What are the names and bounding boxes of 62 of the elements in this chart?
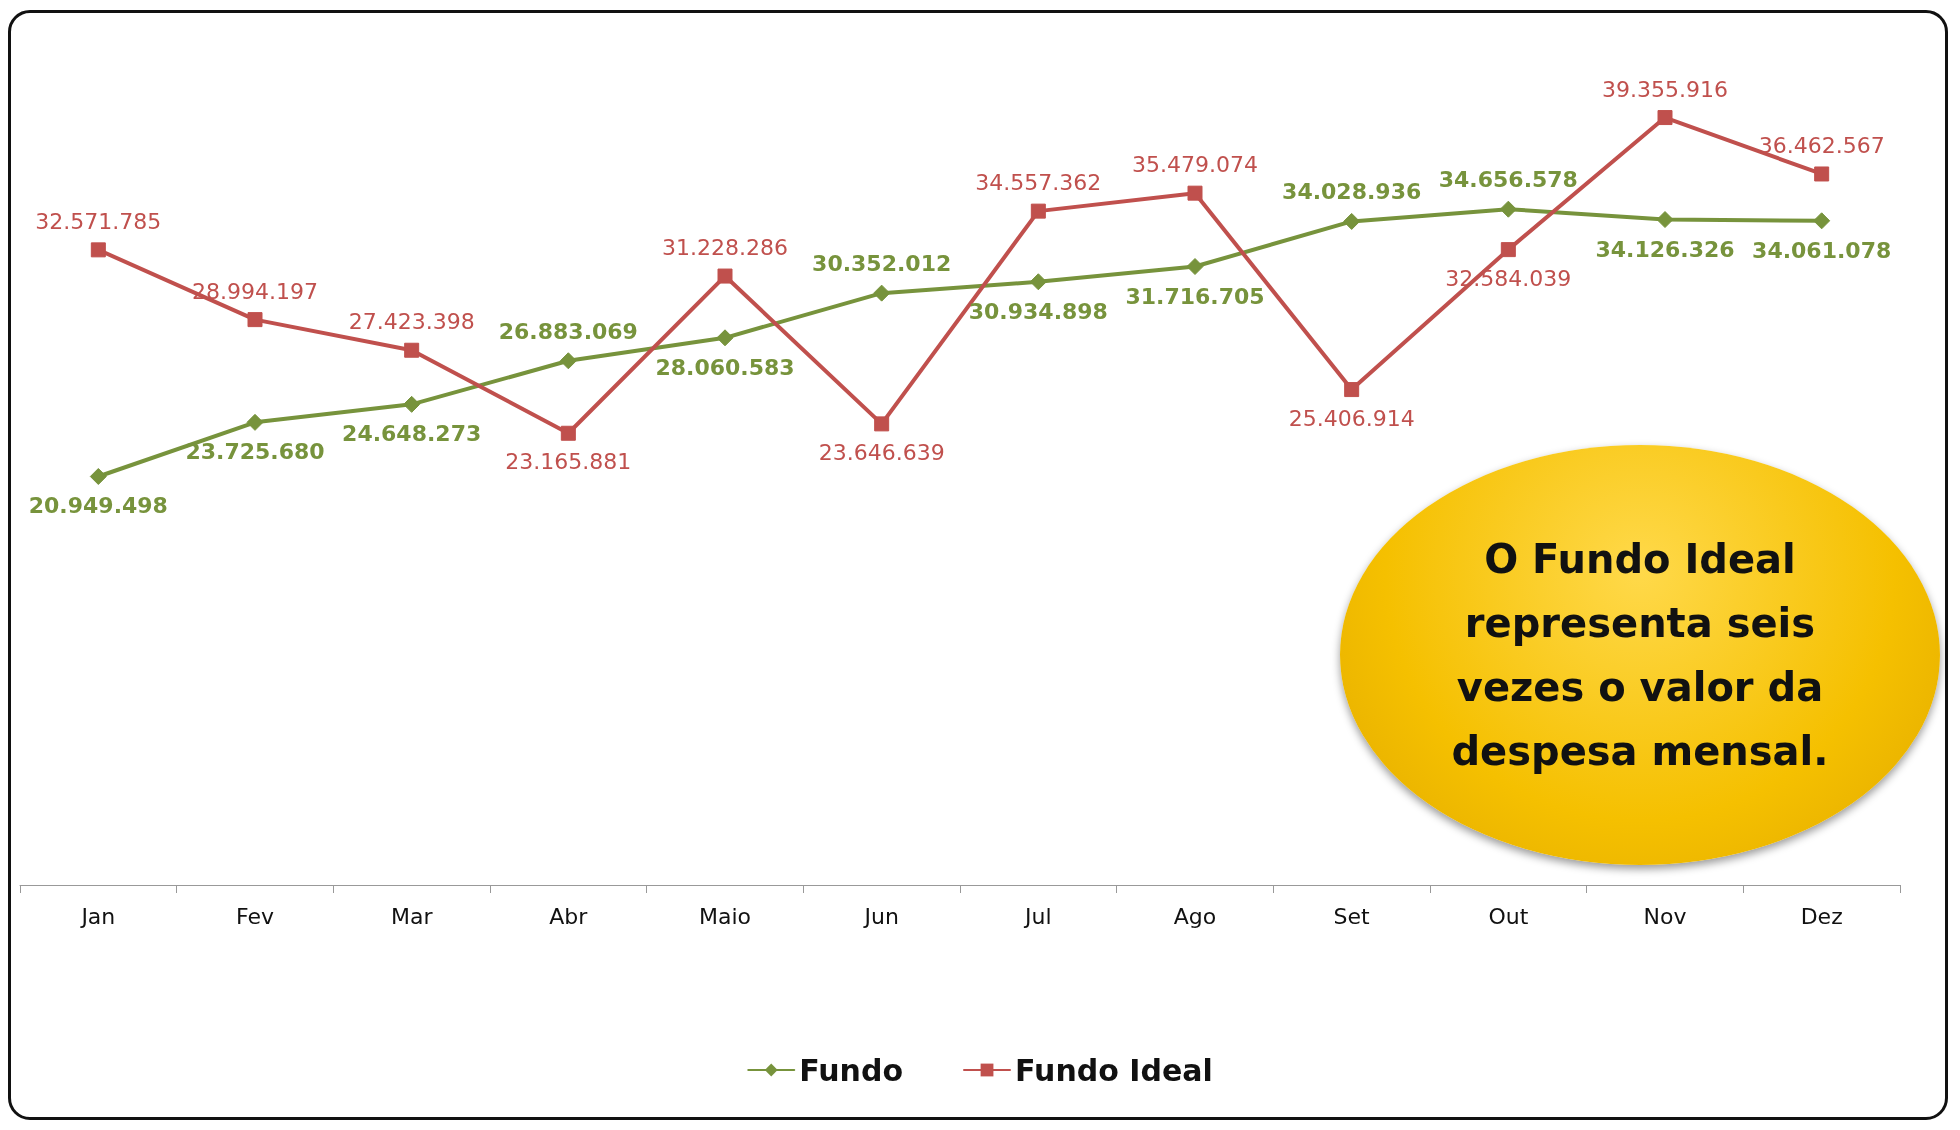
x-tick-label: Dez <box>1800 903 1843 929</box>
data-label: 34.028.936 <box>1282 179 1422 205</box>
point <box>404 342 420 358</box>
point <box>89 467 107 485</box>
point <box>1657 110 1673 126</box>
data-label: 34.061.078 <box>1752 237 1892 263</box>
point <box>1187 185 1203 201</box>
data-label: 34.656.578 <box>1438 167 1578 193</box>
point <box>1029 273 1047 291</box>
point <box>1500 242 1516 258</box>
x-tick-label: Jan <box>79 903 116 929</box>
data-label: 28.060.583 <box>655 354 795 380</box>
data-label: 30.352.012 <box>812 251 952 277</box>
point <box>1186 258 1204 276</box>
data-label: 31.716.705 <box>1125 283 1265 309</box>
data-label: 23.646.639 <box>818 439 945 465</box>
x-tick-label: Jul <box>1023 903 1052 929</box>
data-label: 32.571.785 <box>35 208 162 234</box>
x-tick-label: Mar <box>390 903 434 929</box>
data-label: 26.883.069 <box>498 318 638 344</box>
x-tick-label: Jun <box>862 903 899 929</box>
point <box>1030 203 1046 219</box>
point <box>560 425 576 441</box>
data-label: 39.355.916 <box>1602 76 1728 102</box>
point <box>1343 212 1361 230</box>
data-label: 24.648.273 <box>342 421 482 447</box>
legend-label: Fundo <box>799 1052 904 1088</box>
x-tick-label: Nov <box>1643 903 1687 929</box>
legend-label: Fundo Ideal <box>1015 1052 1213 1088</box>
x-tick-label: Set <box>1333 903 1371 929</box>
data-label: 34.557.362 <box>975 170 1102 196</box>
data-label: 34.126.326 <box>1595 236 1735 262</box>
point <box>1813 212 1831 230</box>
callout-ellipse: O Fundo Ideal representa seis vezes o valor da despesa mensal. <box>1340 445 1940 865</box>
data-label: 20.949.498 <box>28 493 168 519</box>
point <box>717 268 733 284</box>
data-label: 31.228.286 <box>662 235 788 261</box>
x-tick-label: Ago <box>1173 903 1217 929</box>
point <box>403 395 421 413</box>
data-label: 35.479.074 <box>1132 152 1258 178</box>
data-label: 36.462.567 <box>1758 132 1885 158</box>
data-label: 28.994.197 <box>192 278 318 304</box>
x-tick-label: Out <box>1488 903 1529 929</box>
x-tick-label: Abr <box>549 903 589 929</box>
point <box>1814 166 1830 182</box>
data-label: 27.423.398 <box>348 309 475 335</box>
x-tick-label: Maio <box>698 903 752 929</box>
data-label: 23.165.881 <box>505 449 632 475</box>
data-label: 25.406.914 <box>1288 405 1415 431</box>
point <box>1344 382 1360 398</box>
point <box>873 284 891 302</box>
point <box>716 329 734 347</box>
data-label: 23.725.680 <box>185 439 325 465</box>
point <box>874 416 890 432</box>
point <box>90 242 106 258</box>
data-label: 30.934.898 <box>968 298 1108 324</box>
point <box>1656 211 1674 229</box>
x-tick-label: Fev <box>235 903 275 929</box>
point <box>247 312 263 328</box>
point <box>559 352 577 370</box>
point <box>1499 200 1517 218</box>
point <box>246 413 264 431</box>
